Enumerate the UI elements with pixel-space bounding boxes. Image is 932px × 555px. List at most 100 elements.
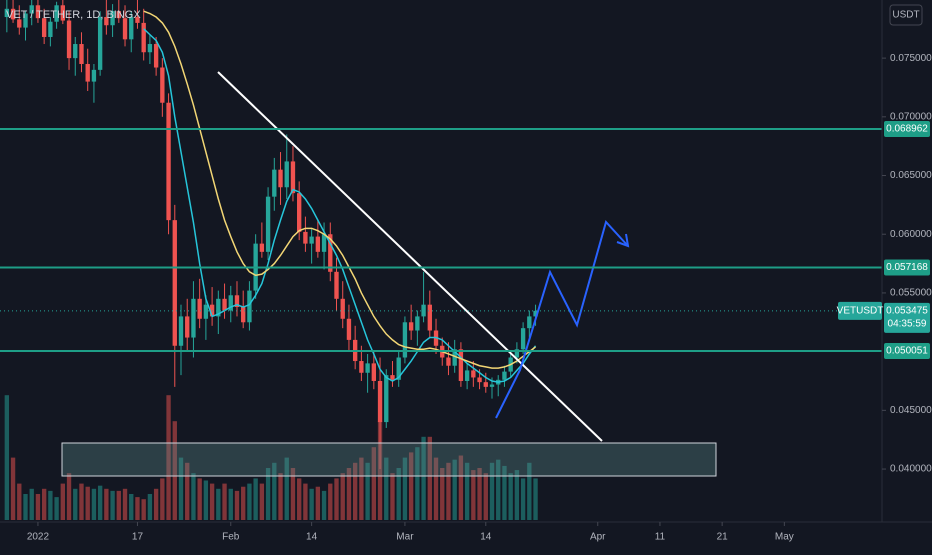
moving-average bbox=[143, 28, 537, 383]
volume-bar bbox=[464, 462, 470, 520]
symbol-tag bbox=[838, 301, 882, 320]
volume-bar bbox=[135, 497, 140, 520]
volume-bar bbox=[508, 473, 513, 520]
y-tick-label: 0.055000 bbox=[890, 288, 932, 299]
volume-bar bbox=[527, 462, 532, 520]
volume-bar bbox=[153, 488, 159, 520]
candle-body bbox=[328, 234, 333, 272]
volume-bar bbox=[365, 462, 370, 520]
volume-bar bbox=[228, 488, 233, 520]
countdown-label: 04:35:59 bbox=[888, 318, 927, 329]
volume-bar bbox=[303, 483, 308, 520]
volume-bar bbox=[247, 483, 252, 520]
volume-bar bbox=[234, 490, 240, 520]
candle-body bbox=[272, 169, 277, 197]
trend-line bbox=[217, 71, 603, 442]
candle-body bbox=[228, 295, 233, 311]
last-price-tag bbox=[884, 302, 930, 333]
candle-body bbox=[408, 322, 414, 331]
candle-body bbox=[309, 236, 314, 244]
overlay-layer bbox=[0, 128, 882, 353]
volume-bar bbox=[178, 457, 184, 520]
y-tick-label: 0.065000 bbox=[890, 170, 932, 181]
candle-body bbox=[191, 298, 196, 338]
volume-bar bbox=[309, 488, 314, 520]
candle-body bbox=[185, 316, 190, 338]
price-layer bbox=[4, 0, 538, 470]
volume-bar bbox=[222, 483, 227, 520]
candle-body bbox=[321, 234, 327, 252]
candle-body bbox=[116, 11, 121, 19]
volume-bar bbox=[290, 468, 296, 520]
volume-bar bbox=[253, 478, 258, 520]
candle-body bbox=[371, 363, 377, 381]
candle-body bbox=[458, 349, 464, 381]
symbol-label: VETUSDT bbox=[837, 305, 884, 316]
volume-bar bbox=[48, 490, 53, 520]
volume-bar bbox=[104, 488, 109, 520]
candle-body bbox=[29, 5, 34, 14]
candle-body bbox=[23, 13, 28, 28]
level-label: 0.057168 bbox=[886, 262, 928, 273]
candle-body bbox=[452, 349, 457, 366]
volume-bar bbox=[452, 459, 457, 520]
volume-bar bbox=[415, 447, 420, 520]
x-tick-label: 14 bbox=[480, 532, 492, 543]
volume-bar bbox=[172, 421, 177, 520]
candle-body bbox=[315, 236, 321, 252]
candle-body bbox=[346, 318, 352, 340]
x-tick-label: 14 bbox=[306, 532, 318, 543]
currency-box[interactable] bbox=[889, 4, 923, 26]
level-tag bbox=[884, 259, 930, 276]
chart-title: VET / TETHER, 1D, BINGX bbox=[6, 9, 141, 21]
volume-bar bbox=[265, 468, 271, 520]
volume-bar bbox=[384, 457, 389, 520]
volume-bar bbox=[29, 488, 34, 520]
volume-bar bbox=[141, 499, 146, 520]
volume-bar bbox=[421, 436, 426, 520]
candle-body bbox=[377, 380, 383, 423]
volume-bar bbox=[533, 478, 538, 520]
candle-body bbox=[160, 67, 165, 103]
candle-body bbox=[396, 357, 401, 380]
candle-body bbox=[297, 193, 302, 232]
volume-bar bbox=[359, 457, 364, 520]
candle-body bbox=[284, 161, 289, 188]
volume-bar bbox=[203, 480, 209, 520]
candle-body bbox=[259, 243, 265, 252]
y-tick-label: 0.070000 bbox=[890, 111, 932, 122]
volume-bar bbox=[502, 465, 507, 520]
candle-body bbox=[135, 17, 140, 23]
candle-body bbox=[97, 17, 103, 70]
volume-bar bbox=[390, 473, 395, 520]
volume-bar bbox=[458, 455, 464, 520]
volume-bar bbox=[334, 478, 339, 520]
volume-bar bbox=[471, 470, 476, 520]
currency-label: USDT bbox=[892, 10, 919, 21]
candle-body bbox=[533, 310, 538, 317]
level-label: 0.068962 bbox=[886, 124, 928, 135]
candle-body bbox=[147, 44, 153, 53]
volume-bar bbox=[297, 478, 302, 520]
candle-body bbox=[4, 8, 10, 18]
last-price-label: 0.053475 bbox=[886, 305, 928, 316]
volume-bar bbox=[191, 473, 196, 520]
y-tick-label: 0.040000 bbox=[890, 464, 932, 475]
candle-body bbox=[334, 271, 339, 299]
volume-bar bbox=[122, 488, 128, 520]
candle-body bbox=[303, 231, 308, 244]
candle-body bbox=[54, 5, 59, 22]
projection-path bbox=[495, 220, 629, 419]
x-tick-label: May bbox=[775, 532, 794, 543]
level-tag bbox=[884, 343, 930, 360]
volume-bar bbox=[116, 490, 121, 520]
candle-body bbox=[390, 375, 395, 380]
x-tick-label: 21 bbox=[717, 532, 729, 543]
volume-bar bbox=[160, 478, 165, 520]
volume-bar bbox=[73, 488, 78, 520]
candle-body bbox=[141, 22, 146, 53]
candle-body bbox=[104, 17, 109, 26]
volume-bar bbox=[23, 494, 28, 520]
candle-body bbox=[483, 382, 488, 387]
